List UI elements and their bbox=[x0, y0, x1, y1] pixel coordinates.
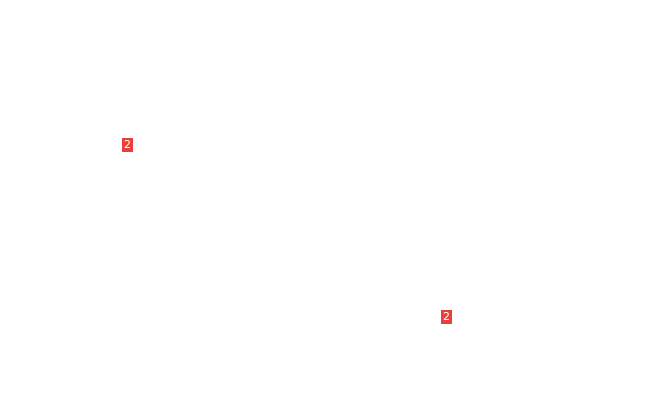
count-badge: 2 bbox=[441, 310, 452, 324]
count-badge: 2 bbox=[122, 138, 133, 152]
